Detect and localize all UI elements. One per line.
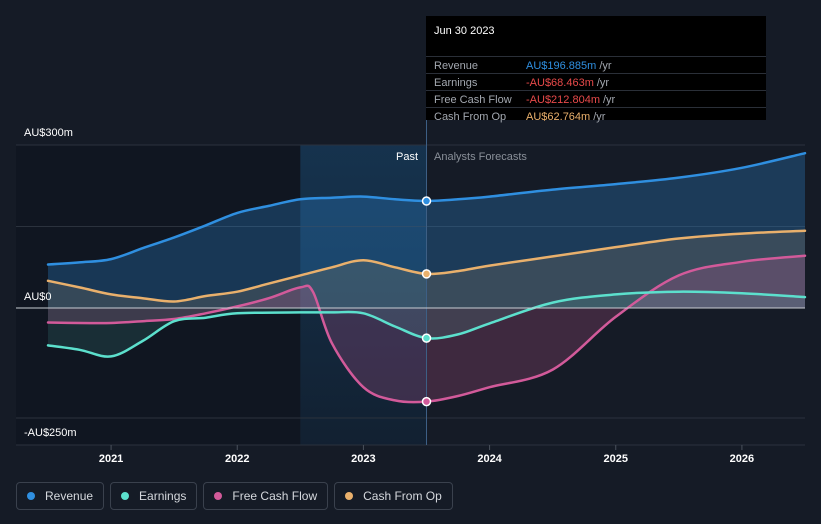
tooltip-row-fcf: Free Cash Flow -AU$212.804m/yr xyxy=(426,90,766,108)
tooltip-value-text: -AU$68.463m xyxy=(526,77,594,89)
tooltip-value: AU$196.885m/yr xyxy=(526,60,612,72)
x-tick-label-2025: 2025 xyxy=(604,453,628,465)
tooltip-value: -AU$212.804m/yr xyxy=(526,94,615,106)
tooltip-value: -AU$68.463m/yr xyxy=(526,77,609,89)
marker-revenue xyxy=(421,196,432,206)
tooltip-unit: /yr xyxy=(603,94,616,106)
y-label-top: AU$300m xyxy=(24,127,73,139)
tooltip-label: Free Cash Flow xyxy=(434,94,512,106)
tooltip-value-text: -AU$212.804m xyxy=(526,94,600,106)
legend-dot-icon xyxy=(345,492,354,500)
marker-free-cash-flow xyxy=(421,396,432,407)
legend: Revenue Earnings Free Cash Flow Cash Fro… xyxy=(16,482,453,512)
tooltip-row-earnings: Earnings -AU$68.463m/yr xyxy=(426,73,766,91)
y-label-bottom: -AU$250m xyxy=(24,427,77,439)
x-tick-label-2023: 2023 xyxy=(351,453,375,465)
tooltip-label: Cash From Op xyxy=(434,111,507,123)
legend-label: Earnings xyxy=(139,489,187,503)
legend-item-cash-from-op[interactable]: Cash From Op xyxy=(334,482,453,510)
line-earnings xyxy=(46,290,807,358)
legend-dot-icon xyxy=(121,492,130,500)
past-label: Past xyxy=(396,151,418,163)
tooltip-label: Earnings xyxy=(434,77,478,89)
tooltip-date: Jun 30 2023 xyxy=(434,25,495,37)
marker-earnings xyxy=(421,333,432,343)
past-shade xyxy=(300,145,427,445)
tooltip-label: Revenue xyxy=(434,60,479,72)
legend-label: Revenue xyxy=(45,489,94,503)
tooltip-row-cfo: Cash From Op AU$62.764m/yr xyxy=(426,107,766,125)
line-cash-from-op xyxy=(46,229,807,303)
tooltip: Jun 30 2023 Revenue AU$196.885m/yr Earni… xyxy=(426,16,766,123)
x-tick-label-2026: 2026 xyxy=(730,453,754,465)
tooltip-unit: /yr xyxy=(596,77,610,89)
tooltip-value-text: AU$196.885m xyxy=(526,60,597,72)
chart-svg: AU$300m AU$0 -AU$250m Past Analysts Fore… xyxy=(16,16,807,465)
x-tick-label-2022: 2022 xyxy=(225,453,249,465)
y-label-zero: AU$0 xyxy=(24,291,52,303)
legend-dot-icon xyxy=(27,492,35,500)
x-tick-label-2024: 2024 xyxy=(477,453,502,465)
legend-label: Cash From Op xyxy=(363,489,442,503)
line-free-cash-flow xyxy=(46,254,807,404)
line-revenue xyxy=(46,151,807,266)
legend-item-earnings[interactable]: Earnings xyxy=(110,482,198,510)
marker-cash-from-op xyxy=(421,269,432,279)
legend-label: Free Cash Flow xyxy=(232,489,318,503)
tooltip-value-text: AU$62.764m xyxy=(526,111,591,123)
legend-item-free-cash-flow[interactable]: Free Cash Flow xyxy=(203,482,329,510)
x-tick-label-2021: 2021 xyxy=(99,453,123,465)
tooltip-unit: /yr xyxy=(593,111,606,123)
legend-dot-icon xyxy=(214,492,223,500)
forecast-label: Analysts Forecasts xyxy=(434,151,527,163)
area-cash-from-op xyxy=(48,230,805,308)
legend-item-revenue[interactable]: Revenue xyxy=(16,482,105,510)
tooltip-row-revenue: Revenue AU$196.885m/yr xyxy=(426,56,766,74)
tooltip-value: AU$62.764m/yr xyxy=(526,111,605,123)
tooltip-unit: /yr xyxy=(599,60,612,72)
